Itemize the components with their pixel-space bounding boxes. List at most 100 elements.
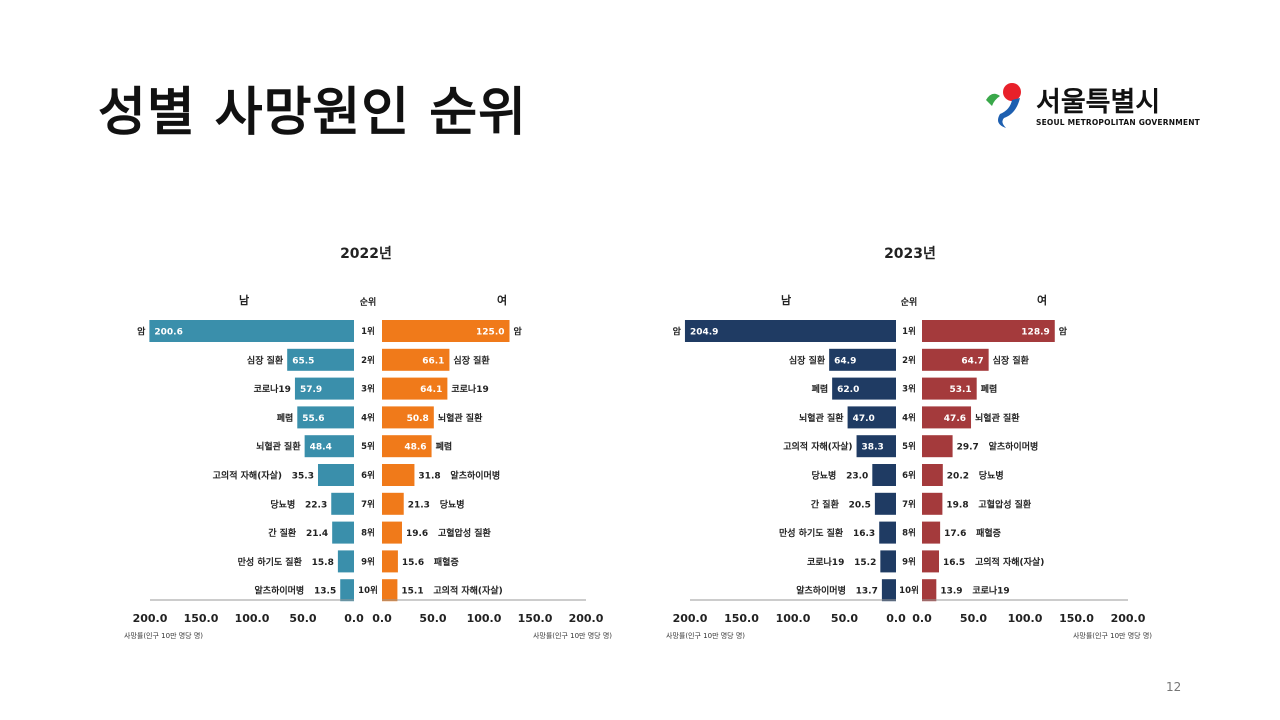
chart-0-male-value-label: 22.3	[305, 500, 327, 510]
chart-1-male-value-label: 62.0	[837, 385, 859, 395]
chart-1-male-value-label: 64.9	[834, 356, 856, 366]
chart-1-male-axis-title: 사망률(인구 10만 명당 명)	[666, 631, 745, 640]
chart-1-male-bar	[874, 492, 896, 515]
chart-1-female-category-label: 뇌혈관 질환	[975, 412, 1020, 424]
chart-0-male-bar	[287, 348, 354, 371]
chart-0-rank-label: 5위	[361, 441, 375, 452]
chart-0-female-bar	[382, 406, 434, 429]
chart-1-female-bar	[922, 521, 941, 544]
chart-1-male-category-label: 암	[673, 326, 682, 338]
chart-0-male-tick-label: 200.0	[133, 612, 168, 625]
chart-0-female-category-label: 코로나19	[451, 383, 488, 395]
chart-1-male-category-label: 만성 하기도 질환	[779, 527, 844, 539]
chart-0-female-tick-label: 100.0	[467, 612, 502, 625]
chart-1-male-bar	[856, 435, 896, 458]
chart-0-female-tick-label: 0.0	[372, 612, 392, 625]
chart-1-female-tick-label: 0.0	[912, 612, 932, 625]
chart-1-male-category-label: 심장 질환	[789, 354, 826, 366]
chart-0-male-bar	[337, 550, 354, 573]
chart-1-male-tick-label: 0.0	[886, 612, 906, 625]
chart-0-male-category-label: 폐렴	[277, 412, 294, 424]
chart-1-female-axis-title: 사망률(인구 10만 명당 명)	[1073, 631, 1152, 640]
chart-0-male-value-label: 65.5	[292, 356, 314, 366]
chart-0-female-tick-label: 200.0	[569, 612, 604, 625]
chart-1-female-category-label: 암	[1059, 326, 1068, 338]
seoul-emblem-icon	[986, 83, 1021, 128]
chart-1-header-female: 여	[1037, 293, 1047, 307]
chart-0-male-bar	[317, 464, 354, 486]
chart-1-female-tick-label: 150.0	[1059, 612, 1094, 625]
chart-1-female-bar	[922, 348, 989, 371]
chart-0-male-bar	[294, 377, 354, 400]
chart-0-female-value-label: 50.8	[407, 414, 429, 424]
chart-0-male-bar	[340, 579, 354, 602]
chart-1-male-category-label: 폐렴	[812, 383, 829, 395]
chart-1-female-tick-label: 50.0	[960, 612, 987, 625]
chart-0-female-bar	[382, 464, 415, 486]
chart-0-male-bar	[149, 320, 354, 342]
page-number: 12	[1166, 680, 1182, 694]
chart-1-female-bar	[922, 579, 937, 602]
chart-0-female-bar	[382, 348, 450, 371]
chart-1-male-bar	[880, 550, 896, 573]
chart-1-female-category-label: 폐렴	[981, 383, 998, 395]
chart-1-rank-label: 2위	[902, 355, 916, 366]
chart-1-rank-label: 10위	[899, 585, 919, 596]
chart-0-male-category-label: 만성 하기도 질환	[238, 556, 303, 568]
chart-1-female-category-label: 심장 질환	[993, 354, 1030, 366]
chart-0-header-rank: 순위	[360, 296, 377, 308]
chart-0-rank-label: 1위	[361, 326, 375, 337]
chart-0-female-value-label: 21.3	[408, 500, 430, 510]
chart-1-rank-label: 4위	[902, 412, 916, 423]
chart-0-male-tick-label: 0.0	[344, 612, 364, 625]
chart-0-male-tick-label: 50.0	[289, 612, 316, 625]
chart-1-male-bar	[881, 579, 896, 602]
chart-1-male-value-label: 23.0	[846, 472, 868, 482]
chart-1-female-category-label: 당뇨병	[979, 470, 1004, 482]
chart-0-male-value-label: 48.4	[310, 443, 332, 453]
chart-1-male-bar	[872, 464, 896, 486]
chart-1-female-value-label: 29.7	[957, 443, 979, 453]
chart-0-female-bar	[382, 320, 510, 342]
chart-0-female-category-label: 고의적 자해(자살)	[433, 585, 502, 597]
chart-0-title: 2022년	[340, 246, 392, 262]
chart-1-title: 2023년	[884, 246, 936, 262]
chart-0-female-value-label: 66.1	[422, 356, 444, 366]
chart-0-female-bar	[382, 550, 398, 573]
chart-0-male-category-label: 고의적 자해(자살)	[213, 470, 282, 482]
chart-0-rank-label: 7위	[361, 499, 375, 510]
chart-1-male-value-label: 16.3	[853, 529, 875, 539]
chart-1-female-category-label: 고의적 자해(자살)	[975, 556, 1044, 568]
chart-0-male-bar	[304, 435, 354, 458]
chart-1-rank-label: 6위	[902, 470, 916, 481]
chart-0-female-category-label: 심장 질환	[453, 354, 490, 366]
chart-0-male-value-label: 35.3	[292, 472, 314, 482]
chart-0-female-bar	[382, 377, 448, 400]
chart-0-male-category-label: 뇌혈관 질환	[256, 441, 301, 453]
chart-1-female-category-label: 고혈압성 질환	[978, 498, 1032, 510]
chart-1-female-value-label: 19.8	[946, 500, 968, 510]
chart-0-male-axis-title: 사망률(인구 10만 명당 명)	[124, 631, 203, 640]
chart-0-female-category-label: 패혈증	[434, 556, 459, 568]
chart-0-female-bar	[382, 579, 398, 602]
chart-1-female-category-label: 코로나19	[972, 585, 1009, 597]
chart-0-female-value-label: 64.1	[420, 385, 442, 395]
chart-1-male-bar	[684, 320, 896, 342]
chart-0-rank-label: 2위	[361, 355, 375, 366]
chart-0-rank-label: 3위	[361, 384, 375, 395]
chart-1-female-tick-label: 100.0	[1008, 612, 1043, 625]
chart-1-female-value-label: 16.5	[943, 558, 965, 568]
chart-0-male-value-label: 13.5	[314, 587, 336, 597]
chart-0-male-category-label: 암	[137, 326, 146, 338]
chart-1-rank-label: 8위	[902, 528, 916, 539]
chart-0-male-tick-label: 150.0	[184, 612, 219, 625]
chart-1-male-value-label: 204.9	[690, 328, 718, 338]
chart-0-female-tick-label: 50.0	[419, 612, 446, 625]
chart-1-female-value-label: 64.7	[961, 356, 983, 366]
chart-1-female-category-label: 알츠하이머병	[989, 441, 1039, 453]
chart-0-female-category-label: 당뇨병	[440, 498, 465, 510]
chart-0-female-category-label: 암	[514, 326, 523, 338]
chart-0-male-value-label: 21.4	[306, 529, 328, 539]
chart-1-male-category-label: 코로나19	[807, 556, 844, 568]
